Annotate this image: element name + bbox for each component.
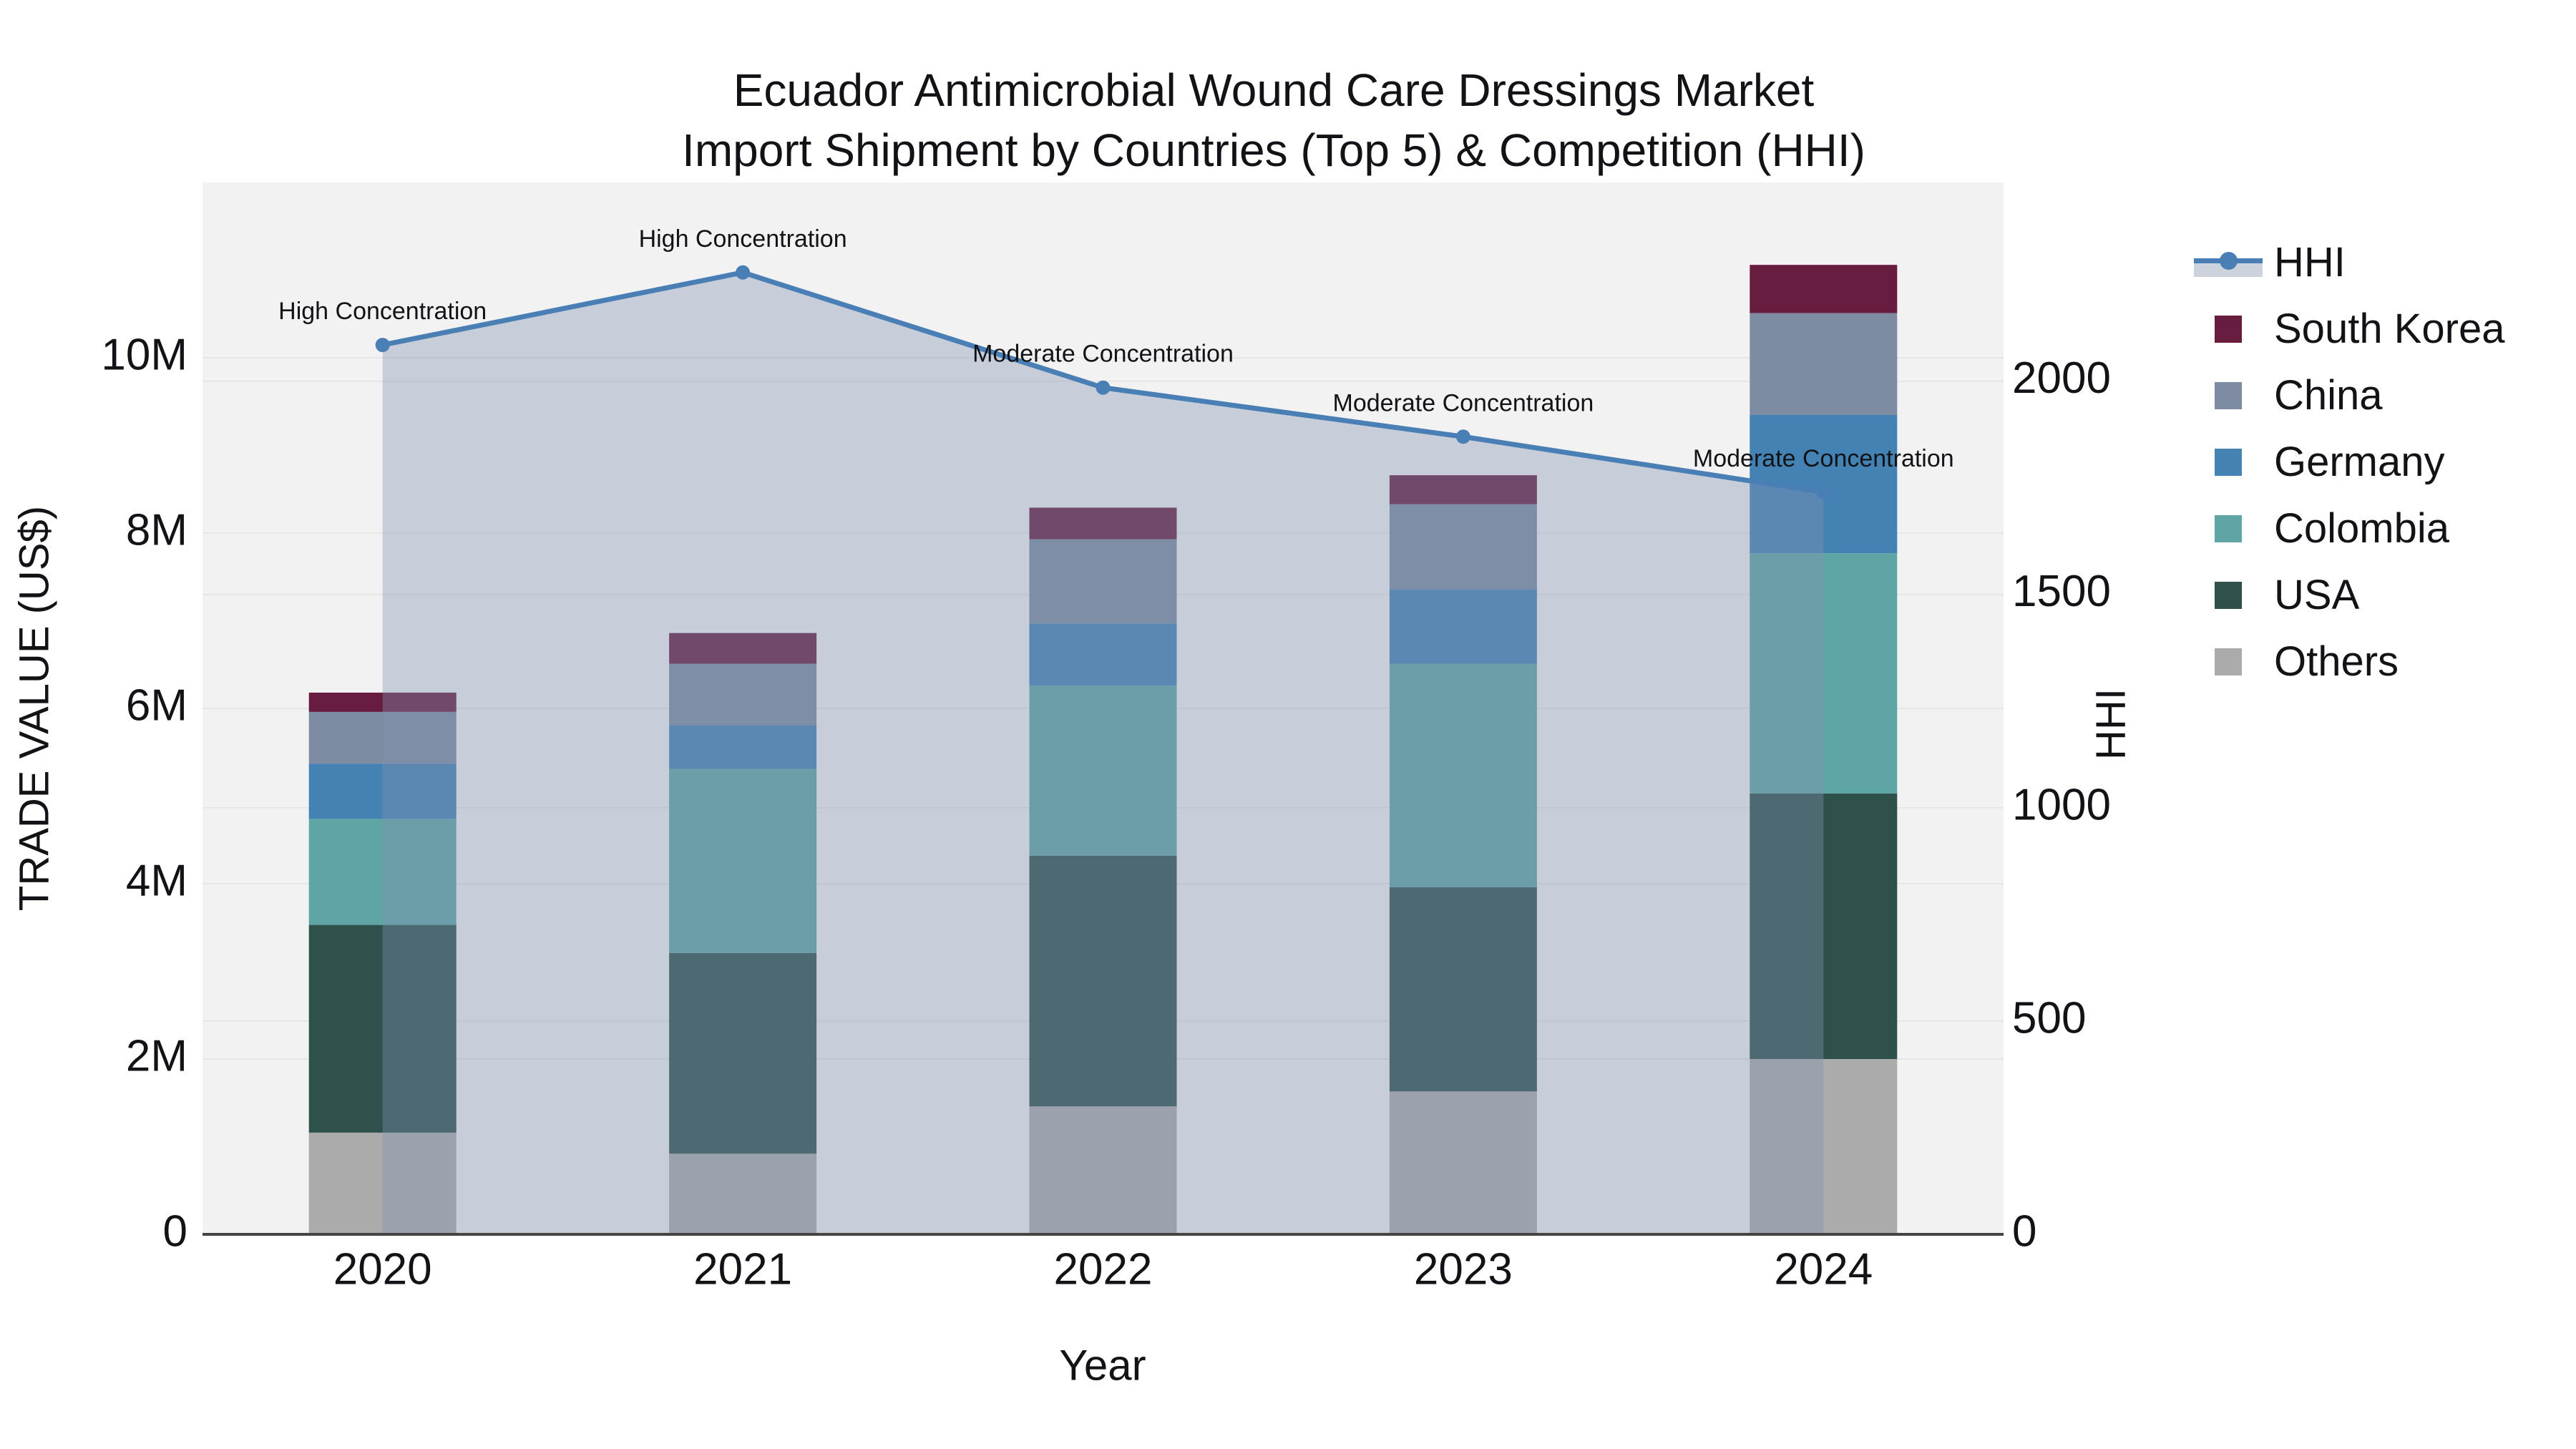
x-tick-2021: 2021 — [693, 1244, 792, 1294]
bar-segment-colombia-2020 — [308, 819, 457, 925]
x-tick-2023: 2023 — [1414, 1244, 1513, 1294]
legend-hhi-marker-sample — [2220, 251, 2238, 270]
chart-title-line2: Import Shipment by Countries (Top 5) & C… — [682, 125, 1865, 176]
x-tick-2024: 2024 — [1774, 1244, 1873, 1294]
bar-segment-china-2023 — [1389, 504, 1537, 590]
hhi-marker-2021 — [736, 265, 751, 280]
bar-segment-germany-2021 — [669, 725, 817, 769]
legend-swatch-usa — [2215, 581, 2242, 609]
bar-segment-colombia-2021 — [669, 769, 817, 953]
y-left-tick-0: 0 — [163, 1206, 187, 1256]
legend-hhi-line-icon — [2194, 245, 2263, 280]
legend-item-others[interactable]: Others — [2190, 628, 2504, 695]
bar-segment-south-korea-2022 — [1029, 507, 1177, 540]
hhi-marker-2023 — [1455, 429, 1470, 444]
legend-swatch-colombia — [2215, 514, 2242, 542]
y-left-tick-2M: 2M — [126, 1031, 187, 1080]
legend-label: South Korea — [2274, 306, 2505, 352]
bar-segment-usa-2021 — [669, 952, 817, 1154]
y-left-tick-10M: 10M — [101, 330, 187, 379]
annotation-2020: High Concentration — [278, 298, 487, 325]
legend-label: HHI — [2274, 239, 2346, 286]
bar-segment-usa-2022 — [1029, 855, 1177, 1107]
bar-segment-others-2024 — [1750, 1059, 1898, 1234]
bar-segment-south-korea-2023 — [1389, 475, 1537, 504]
legend-item-germany[interactable]: Germany — [2190, 429, 2504, 495]
bar-segment-germany-2023 — [1389, 589, 1537, 664]
annotation-2021: High Concentration — [639, 225, 847, 253]
x-axis-title: Year — [1059, 1341, 1146, 1390]
y-axis-title-left: TRADE VALUE (US$) — [11, 505, 58, 912]
bar-segment-south-korea-2024 — [1750, 265, 1898, 313]
y-right-tick-1500: 1500 — [2012, 567, 2111, 616]
hhi-area-fill — [382, 272, 1824, 1235]
bar-segment-south-korea-2021 — [669, 633, 817, 664]
legend-swatch-south-korea — [2215, 315, 2242, 343]
y-right-tick-2000: 2000 — [2012, 353, 2111, 403]
bar-segment-others-2020 — [308, 1132, 457, 1234]
legend-label: USA — [2274, 572, 2360, 618]
legend-item-colombia[interactable]: Colombia — [2190, 495, 2504, 562]
legend-item-usa[interactable]: USA — [2190, 562, 2504, 628]
bar-segment-usa-2024 — [1750, 793, 1898, 1059]
bar-segment-others-2022 — [1029, 1106, 1177, 1234]
annotation-2024: Moderate Concentration — [1693, 445, 1954, 472]
y-right-tick-0: 0 — [2012, 1206, 2036, 1256]
legend: HHI South Korea China Germany Colombia USA Oth… — [2190, 229, 2504, 695]
legend-label: Colombia — [2274, 505, 2449, 552]
bar-segment-germany-2020 — [308, 763, 457, 819]
y-right-tick-500: 500 — [2012, 993, 2086, 1043]
legend-swatch-others — [2215, 648, 2242, 675]
bar-segment-china-2024 — [1750, 313, 1898, 415]
bar-segment-colombia-2024 — [1750, 553, 1898, 794]
hhi-marker-2020 — [375, 338, 390, 353]
y-left-tick-6M: 6M — [126, 680, 187, 730]
y-left-tick-8M: 8M — [126, 505, 187, 555]
y-right-tick-1000: 1000 — [2012, 780, 2111, 829]
legend-label: Others — [2274, 638, 2399, 685]
legend-hhi-fill-sample — [2194, 262, 2263, 277]
bar-segment-germany-2022 — [1029, 623, 1177, 686]
legend-label: China — [2274, 372, 2383, 419]
bar-segment-china-2021 — [669, 663, 817, 726]
bar-segment-china-2020 — [308, 711, 457, 764]
hhi-marker-2024 — [1816, 484, 1831, 499]
bar-segment-others-2021 — [669, 1153, 817, 1234]
chart-title-line1: Ecuador Antimicrobial Wound Care Dressin… — [733, 64, 1815, 116]
bar-segment-colombia-2022 — [1029, 686, 1177, 856]
y-left-tick-4M: 4M — [126, 856, 187, 905]
legend-item-china[interactable]: China — [2190, 362, 2504, 429]
bar-segment-others-2023 — [1389, 1091, 1537, 1234]
annotation-2023: Moderate Concentration — [1333, 389, 1594, 416]
bar-segment-china-2022 — [1029, 539, 1177, 624]
x-tick-2022: 2022 — [1054, 1244, 1153, 1294]
bar-segment-south-korea-2020 — [308, 692, 457, 712]
bar-segment-colombia-2023 — [1389, 663, 1537, 887]
bar-segment-usa-2020 — [308, 924, 457, 1133]
x-tick-2020: 2020 — [333, 1244, 432, 1294]
annotation-2022: Moderate Concentration — [972, 341, 1234, 368]
legend-label: Germany — [2274, 439, 2445, 485]
bar-segment-usa-2023 — [1389, 887, 1537, 1092]
legend-item-hhi[interactable]: HHI — [2190, 229, 2504, 296]
legend-swatch-germany — [2215, 448, 2242, 476]
y-axis-title-right: HHI — [2087, 688, 2135, 760]
legend-swatch-china — [2215, 381, 2242, 409]
legend-item-south-korea[interactable]: South Korea — [2190, 296, 2504, 362]
hhi-marker-2022 — [1096, 380, 1111, 395]
